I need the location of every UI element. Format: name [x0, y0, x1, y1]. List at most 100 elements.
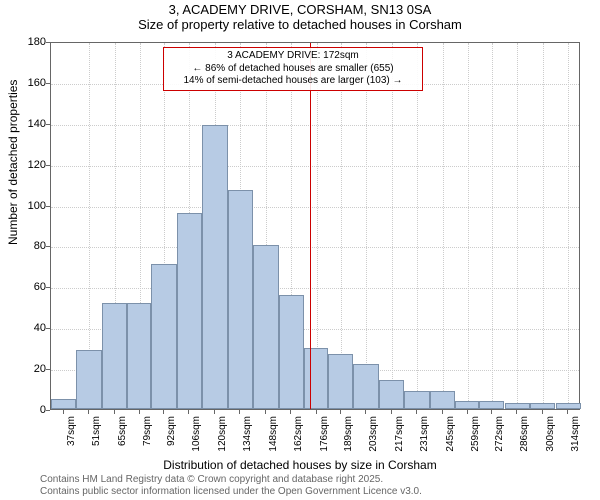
- histogram-bar: [279, 295, 304, 409]
- gridline-vertical: [417, 43, 418, 409]
- histogram-bar: [202, 125, 227, 409]
- y-tick-mark: [46, 287, 50, 288]
- x-tick-label: 162sqm: [293, 416, 304, 452]
- y-tick-label: 0: [6, 404, 46, 416]
- histogram-bar: [76, 350, 101, 409]
- gridline-vertical: [492, 43, 493, 409]
- histogram-bar: [353, 364, 378, 409]
- x-tick-label: 259sqm: [470, 416, 481, 452]
- x-tick-label: 106sqm: [191, 416, 202, 452]
- gridline-horizontal: [51, 207, 579, 208]
- histogram-bar: [328, 354, 353, 409]
- gridline-vertical: [366, 43, 367, 409]
- gridline-horizontal: [51, 247, 579, 248]
- x-tick-label: 176sqm: [319, 416, 330, 452]
- annotation-box: 3 ACADEMY DRIVE: 172sqm← 86% of detached…: [163, 47, 423, 91]
- x-tick-mark: [542, 410, 543, 414]
- y-tick-mark: [46, 410, 50, 411]
- x-tick-mark: [567, 410, 568, 414]
- histogram-bar: [379, 380, 404, 409]
- gridline-vertical: [392, 43, 393, 409]
- chart-title: 3, ACADEMY DRIVE, CORSHAM, SN13 0SA Size…: [0, 2, 600, 32]
- histogram-bar: [102, 303, 127, 409]
- annotation-line: ← 86% of detached houses are smaller (65…: [168, 63, 418, 76]
- x-tick-mark: [63, 410, 64, 414]
- footer-line-2: Contains public sector information licen…: [40, 486, 422, 498]
- gridline-horizontal: [51, 125, 579, 126]
- reference-line: [310, 43, 311, 409]
- title-line-2: Size of property relative to detached ho…: [0, 17, 600, 32]
- y-tick-label: 140: [6, 118, 46, 130]
- histogram-bar: [505, 403, 530, 409]
- x-tick-mark: [214, 410, 215, 414]
- annotation-line: 14% of semi-detached houses are larger (…: [168, 75, 418, 88]
- x-tick-mark: [239, 410, 240, 414]
- x-tick-label: 217sqm: [394, 416, 405, 452]
- y-tick-label: 80: [6, 240, 46, 252]
- plot-area: 3 ACADEMY DRIVE: 172sqm← 86% of detached…: [50, 42, 580, 410]
- footer-line-1: Contains HM Land Registry data © Crown c…: [40, 474, 422, 486]
- x-axis-label: Distribution of detached houses by size …: [0, 458, 600, 472]
- histogram-bar: [404, 391, 429, 409]
- x-tick-label: 79sqm: [142, 416, 153, 446]
- x-tick-label: 134sqm: [242, 416, 253, 452]
- y-tick-mark: [46, 328, 50, 329]
- x-tick-label: 120sqm: [217, 416, 228, 452]
- y-tick-mark: [46, 124, 50, 125]
- y-tick-label: 120: [6, 159, 46, 171]
- x-tick-mark: [365, 410, 366, 414]
- x-tick-mark: [290, 410, 291, 414]
- x-tick-label: 189sqm: [343, 416, 354, 452]
- title-line-1: 3, ACADEMY DRIVE, CORSHAM, SN13 0SA: [0, 2, 600, 17]
- x-tick-mark: [442, 410, 443, 414]
- gridline-horizontal: [51, 288, 579, 289]
- y-tick-mark: [46, 206, 50, 207]
- histogram-bar: [556, 403, 581, 409]
- y-tick-label: 60: [6, 281, 46, 293]
- x-tick-mark: [265, 410, 266, 414]
- histogram-bar: [530, 403, 555, 409]
- x-tick-mark: [139, 410, 140, 414]
- histogram-bar: [151, 264, 176, 409]
- y-tick-label: 100: [6, 200, 46, 212]
- histogram-bar: [177, 213, 202, 409]
- x-tick-label: 203sqm: [368, 416, 379, 452]
- gridline-vertical: [543, 43, 544, 409]
- annotation-line: 3 ACADEMY DRIVE: 172sqm: [168, 50, 418, 63]
- x-tick-label: 314sqm: [570, 416, 581, 452]
- gridline-vertical: [468, 43, 469, 409]
- x-tick-label: 37sqm: [66, 416, 77, 446]
- gridline-vertical: [443, 43, 444, 409]
- x-tick-mark: [391, 410, 392, 414]
- histogram-bar: [455, 401, 479, 409]
- histogram-bar: [304, 348, 328, 409]
- histogram-bar: [253, 245, 278, 409]
- x-tick-mark: [188, 410, 189, 414]
- x-tick-mark: [491, 410, 492, 414]
- x-tick-mark: [467, 410, 468, 414]
- x-tick-label: 231sqm: [419, 416, 430, 452]
- gridline-vertical: [568, 43, 569, 409]
- histogram-bar: [127, 303, 151, 409]
- histogram-bar: [479, 401, 504, 409]
- gridline-vertical: [517, 43, 518, 409]
- x-tick-label: 148sqm: [268, 416, 279, 452]
- x-tick-mark: [114, 410, 115, 414]
- x-tick-mark: [88, 410, 89, 414]
- y-tick-label: 40: [6, 322, 46, 334]
- x-tick-mark: [316, 410, 317, 414]
- x-tick-mark: [163, 410, 164, 414]
- x-tick-mark: [416, 410, 417, 414]
- y-tick-mark: [46, 165, 50, 166]
- y-tick-mark: [46, 83, 50, 84]
- x-tick-label: 300sqm: [545, 416, 556, 452]
- x-tick-mark: [516, 410, 517, 414]
- x-tick-label: 92sqm: [166, 416, 177, 446]
- histogram-bar: [228, 190, 253, 409]
- footer-attribution: Contains HM Land Registry data © Crown c…: [40, 474, 422, 498]
- y-tick-label: 180: [6, 36, 46, 48]
- y-tick-mark: [46, 246, 50, 247]
- x-tick-label: 245sqm: [445, 416, 456, 452]
- histogram-bar: [430, 391, 455, 409]
- x-tick-label: 286sqm: [519, 416, 530, 452]
